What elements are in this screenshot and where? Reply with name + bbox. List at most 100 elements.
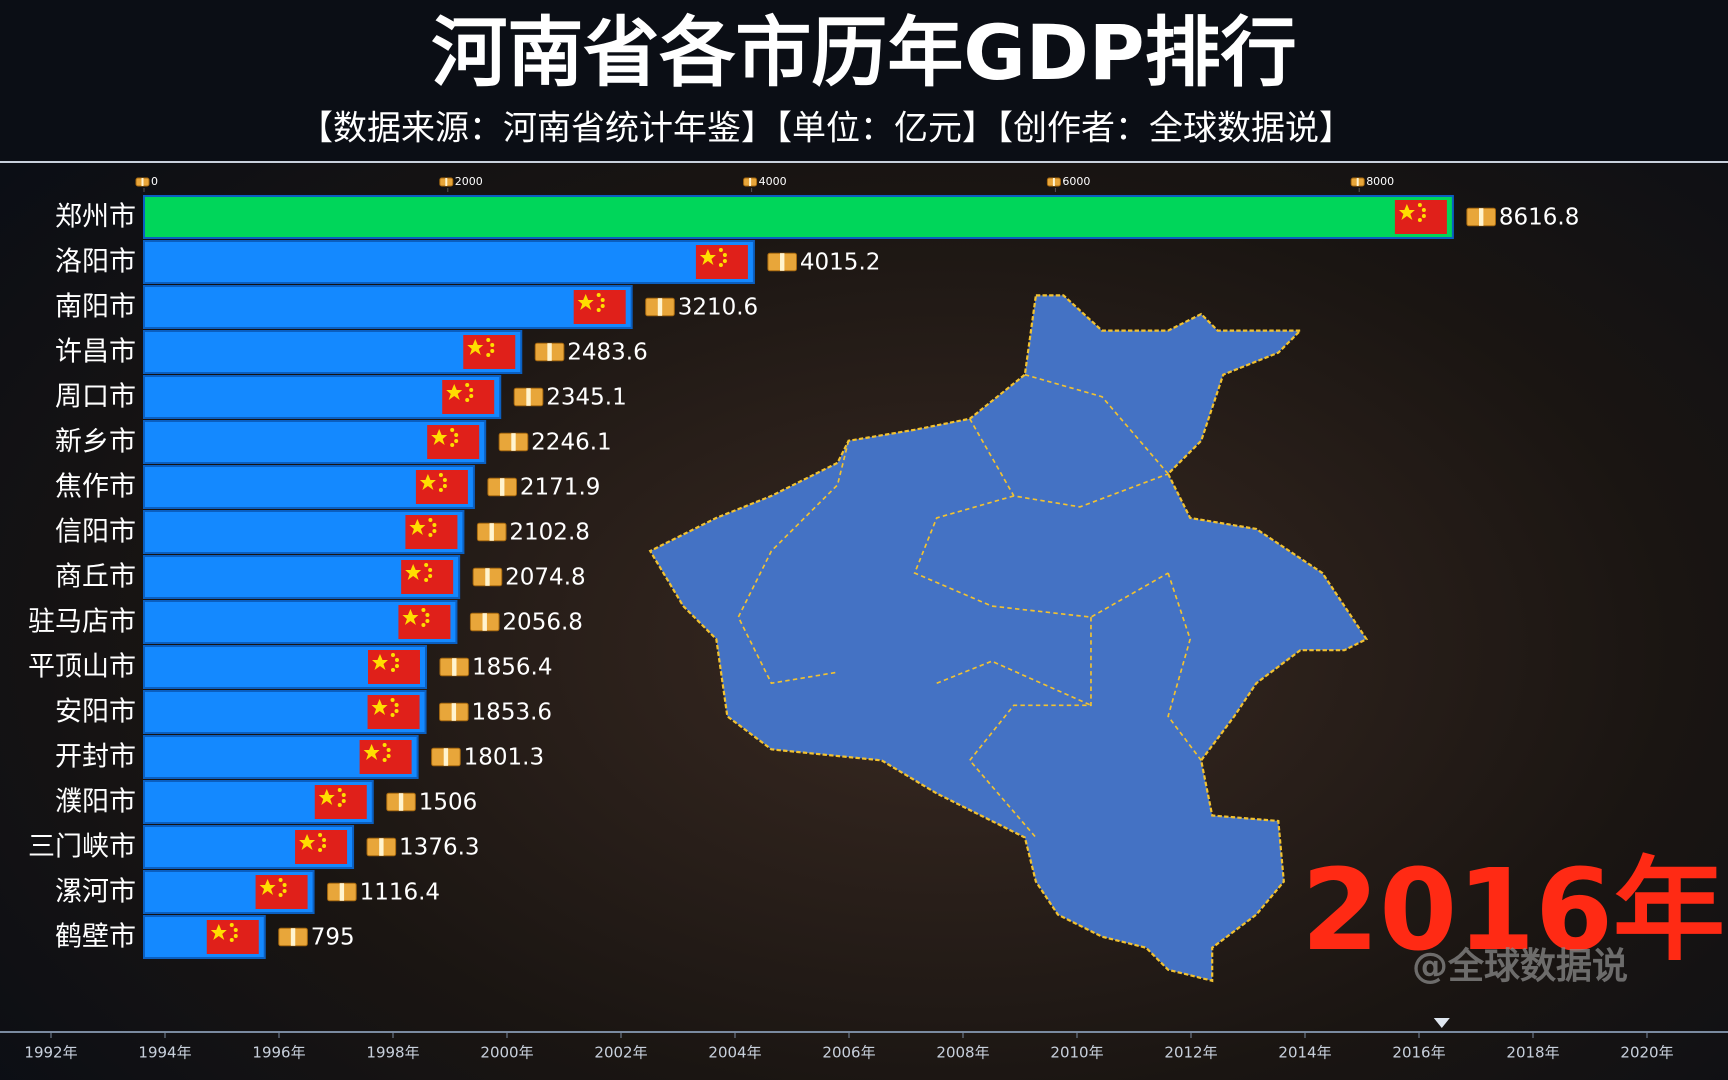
flag-star <box>363 744 380 760</box>
value-label: 1506 <box>419 790 478 816</box>
flag-star-small <box>322 844 327 848</box>
flag-star-small <box>386 748 391 752</box>
value-label: 3210.6 <box>678 295 758 321</box>
flag-star-small <box>394 709 399 713</box>
timeline-label: 2006年 <box>822 1044 875 1062</box>
flag-star-small <box>337 803 342 807</box>
flag-star-small <box>229 938 234 942</box>
flag-star-small <box>490 343 495 347</box>
coin-icon-band <box>657 298 663 316</box>
timeline-label: 1996年 <box>252 1044 305 1062</box>
flag-star <box>419 474 436 490</box>
flag-star-small <box>233 934 238 938</box>
value-label: 4015.2 <box>800 250 880 276</box>
x-tick-label: 6000 <box>1062 175 1090 188</box>
flag-star <box>259 879 276 895</box>
coin-icon-band <box>482 613 487 631</box>
timeline-marker <box>1433 1018 1450 1028</box>
timeline-label: 2020年 <box>1620 1044 1673 1062</box>
flag-star-small <box>322 838 327 842</box>
flag-star <box>371 654 388 670</box>
x-tick-label: 8000 <box>1366 175 1394 188</box>
coin-icon-band <box>1356 178 1359 186</box>
x-tick-label: 2000 <box>455 175 483 188</box>
flag-star-small <box>438 488 443 492</box>
flag-star <box>210 924 227 940</box>
flag-star-small <box>394 664 399 668</box>
chart-subtitle: 【数据来源：河南省统计年鉴】【单位：亿元】【创作者：全球数据说】 <box>299 109 1353 149</box>
timeline-label: 2018年 <box>1506 1044 1559 1062</box>
flag-star-small <box>1417 203 1422 207</box>
flag-star-small <box>394 658 399 662</box>
value-label: 795 <box>311 925 355 951</box>
flag-star-small <box>428 518 433 522</box>
flag-star-small <box>425 613 430 617</box>
flag-star <box>402 609 419 625</box>
flag-star <box>405 564 422 580</box>
map-outline <box>648 294 1369 983</box>
flag-star-small <box>722 253 727 257</box>
flag-star-small <box>428 568 433 572</box>
flag-star-small <box>341 799 346 803</box>
flag-star-small <box>318 833 323 837</box>
coin-icon-band <box>339 883 345 901</box>
coin-icon-band <box>290 928 296 946</box>
flag-star <box>431 429 448 445</box>
bar <box>143 330 523 374</box>
timeline-label: 2002年 <box>594 1044 647 1062</box>
flag-star <box>577 294 594 310</box>
value-label: 2345.1 <box>546 385 626 411</box>
coin-icon-band <box>1478 208 1484 226</box>
flag-star-small <box>278 893 283 897</box>
value-label: 2246.1 <box>531 430 611 456</box>
flag-star <box>1398 204 1415 220</box>
y-tick-label: 洛阳市 <box>55 247 136 278</box>
flag-star-small <box>424 563 429 567</box>
flag-star-small <box>428 574 433 578</box>
current-year: 2016年 <box>1301 846 1725 976</box>
y-tick-label: 商丘市 <box>55 562 136 593</box>
flag-star-small <box>428 533 433 537</box>
chart-title: 河南省各市历年GDP排行 <box>431 8 1296 97</box>
flag-star-small <box>421 623 426 627</box>
flag-star-small <box>454 439 459 443</box>
flag-star-small <box>469 394 474 398</box>
flag-star-small <box>718 248 723 252</box>
watermark: @全球数据说 <box>1412 945 1628 987</box>
timeline-label: 1992年 <box>24 1044 77 1062</box>
bar <box>143 285 633 329</box>
value-label: 1856.4 <box>472 655 552 681</box>
coin-icon-band <box>443 748 449 766</box>
henan-map <box>648 294 1369 983</box>
flag-star-small <box>722 259 727 263</box>
flag-star <box>409 519 426 535</box>
y-tick-label: 新乡市 <box>55 427 136 458</box>
flag-star-small <box>390 668 395 672</box>
flag-star-small <box>233 928 238 932</box>
flag-star-small <box>382 758 387 762</box>
coin-icon-band <box>489 523 494 541</box>
flag-star-small <box>390 653 395 657</box>
flag-star-small <box>490 349 495 353</box>
timeline-label: 1994年 <box>138 1044 191 1062</box>
coin-icon-band <box>511 433 516 451</box>
coin-icon-band <box>398 793 404 811</box>
flag-star-small <box>450 443 455 447</box>
flag-star-small <box>596 308 601 312</box>
bar <box>143 195 1454 239</box>
value-label: 1801.3 <box>464 745 544 771</box>
timeline-label: 2008年 <box>936 1044 989 1062</box>
flag-star-small <box>386 754 391 758</box>
flag-star <box>299 834 316 850</box>
flag-star-small <box>465 383 470 387</box>
coin-icon-band <box>500 478 505 496</box>
coin-icon-band <box>526 388 531 406</box>
y-tick-label: 信阳市 <box>55 517 136 548</box>
value-label: 2171.9 <box>520 475 600 501</box>
flag-star-small <box>390 698 395 702</box>
value-label: 2483.6 <box>567 340 647 366</box>
coin-icon-band <box>445 178 448 186</box>
flag-star-small <box>600 298 605 302</box>
